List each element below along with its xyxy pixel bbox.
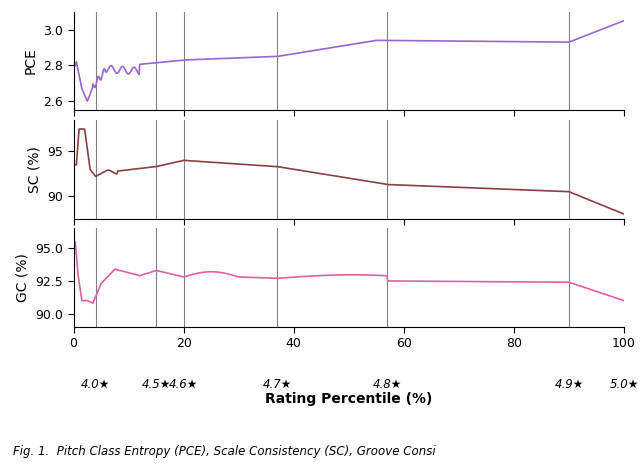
Text: Fig. 1.  Pitch Class Entropy (PCE), Scale Consistency (SC), Groove Consi: Fig. 1. Pitch Class Entropy (PCE), Scale… [13,445,435,458]
Text: 4.8★: 4.8★ [372,378,402,391]
Text: 4.0★: 4.0★ [81,378,110,391]
Text: 5.0★: 5.0★ [609,378,639,391]
X-axis label: Rating Percentile (%): Rating Percentile (%) [265,392,433,406]
Y-axis label: SC (%): SC (%) [28,146,42,193]
Text: 4.7★: 4.7★ [262,378,292,391]
Y-axis label: GC (%): GC (%) [16,253,29,302]
Text: 4.9★: 4.9★ [554,378,584,391]
Text: 4.5★: 4.5★ [141,378,171,391]
Y-axis label: PCE: PCE [24,48,38,74]
Text: 4.6★: 4.6★ [169,378,198,391]
